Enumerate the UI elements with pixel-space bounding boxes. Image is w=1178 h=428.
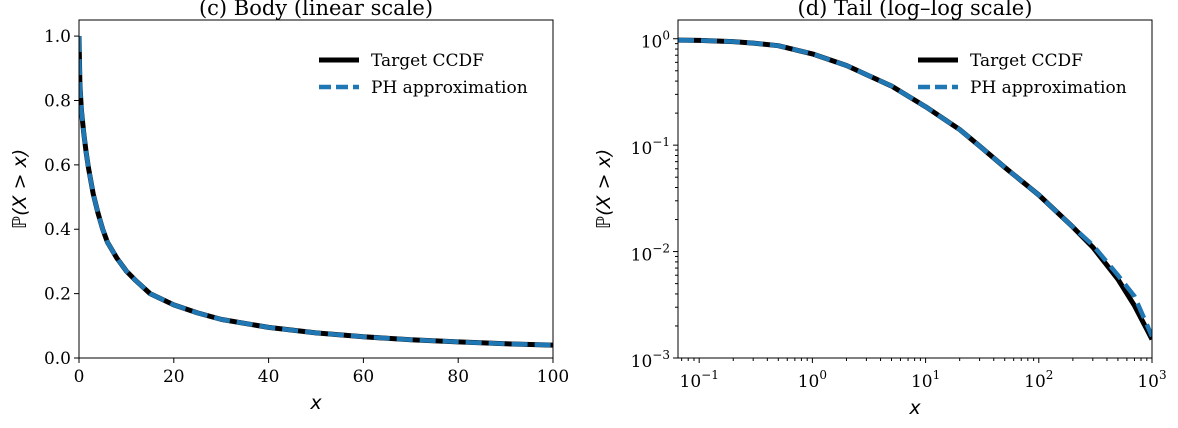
y-tick-label: 0.6	[44, 156, 71, 176]
x-tick-label: 40	[258, 367, 280, 387]
y-tick-label: 10−3	[631, 348, 670, 372]
tail-loglog-panel: (d) Tail (log–log scale) 10−1 100 101 102 103…	[593, 0, 1167, 419]
x-tick-label: 100	[798, 368, 827, 392]
x-axis-label: x	[309, 392, 322, 414]
series-group	[678, 37, 1152, 341]
x-tick-label: 103	[1137, 368, 1166, 392]
series-line-target-ccdf	[79, 36, 553, 348]
legend-label: PH approximation	[371, 78, 528, 98]
x-tick-label: 20	[163, 367, 185, 387]
y-tick-label: 1.0	[44, 27, 71, 47]
y-tick-label: 10−1	[631, 135, 670, 159]
y-tick-label: 0.4	[44, 220, 71, 240]
x-tick-label: 10−1	[680, 368, 719, 392]
x-axis-label: x	[908, 397, 921, 419]
x-tick-label: 100	[537, 367, 569, 387]
y-tick-label: 100	[641, 29, 670, 53]
x-tick-label: 101	[911, 368, 940, 392]
chart-title: (c) Body (linear scale)	[199, 0, 433, 20]
y-tick-label: 0.2	[44, 285, 71, 305]
y-tick-label: 0.8	[44, 91, 71, 111]
x-tick-label: 0	[74, 367, 85, 387]
y-axis-label: ℙ(X > x)	[9, 149, 31, 229]
legend-label: PH approximation	[970, 78, 1127, 98]
y-tick-label: 10−2	[631, 242, 670, 266]
x-tick-label: 102	[1024, 368, 1053, 392]
y-tick-label: 0.0	[44, 349, 71, 369]
series-group	[79, 36, 553, 348]
legend-label: Target CCDF	[371, 51, 484, 71]
x-tick-label: 60	[353, 367, 375, 387]
legend-label: Target CCDF	[970, 51, 1083, 71]
body-linear-panel: (c) Body (linear scale) 0 20 40 60 80 100 0.0 0.…	[9, 0, 569, 414]
chart-title: (d) Tail (log–log scale)	[798, 0, 1033, 20]
x-tick-label: 80	[447, 367, 469, 387]
axes-frame	[677, 19, 1153, 359]
series-line-ph-approximation	[678, 37, 1152, 338]
axes-frame	[78, 19, 554, 359]
y-axis-label: ℙ(X > x)	[593, 149, 615, 229]
